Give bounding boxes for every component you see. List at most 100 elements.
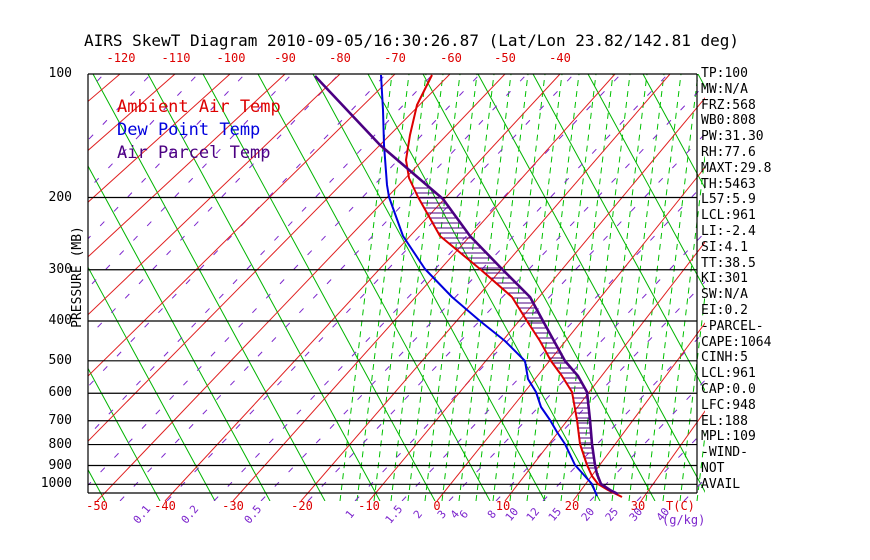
isotherm-line [88, 74, 286, 258]
mixing-ratio-line [833, 74, 870, 501]
annotation-row: MPL:109 [701, 429, 756, 445]
isotherm-line [777, 74, 870, 501]
mixing-ratio-line [475, 74, 529, 501]
pressure-tick: 100 [48, 66, 72, 81]
top-temp-tick: -40 [549, 51, 571, 65]
pressure-axis-label: PRESSURE (MB) [70, 226, 85, 328]
isotherm-line [164, 74, 561, 501]
pressure-tick: 400 [48, 313, 72, 329]
mixing-ratio-line [850, 74, 870, 501]
mixing-ratio-line [645, 74, 699, 501]
pressure-gridlines [87, 73, 698, 494]
isotherm-line [436, 166, 705, 501]
moist-adiabat-line [260, 74, 669, 501]
bottom-temp-tick: -20 [291, 499, 313, 513]
mixing-ratio-line [628, 74, 682, 501]
moist-adiabat-line [495, 281, 705, 501]
annotation-row: EL:188 [701, 413, 748, 429]
top-temp-tick: -80 [329, 51, 351, 65]
bottom-temp-tick: -40 [154, 499, 176, 513]
dew-point-curve [380, 74, 598, 497]
dry-adiabat-line [367, 74, 601, 501]
moist-adiabat-line [825, 74, 870, 501]
ambient-temp-curve [405, 74, 623, 498]
pressure-tick: 700 [48, 412, 72, 428]
annotation-row: TT:38.5 [701, 255, 756, 271]
annotation-row: PW:31.30 [701, 129, 764, 145]
isotherm-line [0, 74, 10, 501]
isotherm-line [232, 74, 616, 501]
pressure-tick: 800 [48, 436, 72, 452]
dry-adiabat-line [753, 74, 870, 501]
annotation-row: -WIND- [701, 445, 748, 461]
annotation-row: TP:100 [701, 66, 748, 81]
bottom-temp-tick: 30 [630, 499, 646, 513]
mixing-ratio-line [458, 74, 512, 501]
top-temp-tick: -60 [440, 51, 462, 65]
isotherm-line [88, 74, 396, 377]
mixing-ratio-line [662, 151, 705, 501]
dry-adiabat-line [202, 74, 436, 501]
dry-adiabat-line [92, 74, 326, 501]
bottom-temp-tick: -10 [358, 499, 380, 513]
background-lattice [0, 74, 870, 501]
dry-adiabat-line [642, 74, 705, 190]
top-temp-tick: -50 [494, 51, 516, 65]
isotherm-line [88, 74, 341, 316]
mixing-ratio-line [424, 74, 478, 501]
bottom-temp-tick: -50 [86, 499, 108, 513]
mixing-ratio-line [373, 74, 427, 501]
annotation-row: LCL:961 [701, 366, 756, 382]
pressure-tick: 600 [48, 385, 72, 401]
top-temp-tick: -100 [216, 51, 246, 65]
annotation-row: -PARCEL- [701, 318, 764, 334]
isotherm-line [300, 74, 671, 501]
top-temp-tick: -90 [274, 51, 296, 65]
annotation-row: KI:301 [701, 271, 748, 287]
annotation-row: MW:N/A [701, 81, 748, 97]
mixing-ratio-line [407, 74, 461, 501]
temp-unit-label: T(C) [666, 499, 695, 513]
mixing-ratio-line [577, 74, 631, 501]
annotation-row: CAP:0.0 [701, 382, 756, 397]
annotation-row: WB0:808 [701, 113, 756, 129]
mixing-ratio-line [339, 74, 393, 501]
annotation-row: SW:N/A [701, 287, 748, 303]
annotation-row: LCL:961 [701, 208, 756, 224]
annotation-row: CINH:5 [701, 350, 748, 366]
isotherm-line [88, 74, 176, 152]
pressure-tick: 200 [48, 189, 72, 205]
mixing-ratio-line [679, 291, 705, 501]
mixing-ratio-line [782, 74, 834, 501]
annotation-row: NOT [701, 461, 725, 476]
mixing-ratio-line [765, 74, 817, 501]
annotation-row: RH:77.6 [701, 145, 756, 160]
isotherm-line [572, 322, 705, 501]
isotherm-line [368, 97, 705, 501]
annotation-row: AVAIL [701, 476, 741, 492]
cape-hatch-area [413, 187, 596, 469]
dry-adiabat-line [312, 74, 546, 501]
mixing-ratio-unit-label: (g/kg) [662, 513, 706, 527]
mixing-ratio-line [799, 74, 851, 501]
dry-adiabat-line [88, 367, 161, 501]
annotation-row: MAXT:29.8 [701, 160, 772, 176]
annotation-row: L57:5.9 [701, 192, 756, 208]
mixing-ratio-line [526, 74, 580, 501]
isotherm-line [640, 410, 705, 501]
isotherm-line [504, 241, 705, 501]
dry-adiabat-line [257, 74, 491, 501]
page-title: AIRS SkewT Diagram 2010-09-05/16:30:26.8… [84, 31, 740, 50]
dry-adiabat-line [808, 74, 870, 501]
dry-adiabat-line [88, 266, 216, 501]
mixing-ratio-line [611, 74, 665, 501]
bottom-temp-tick: 10 [495, 499, 511, 513]
dry-adiabat-line [422, 74, 656, 501]
isotherm-line [845, 74, 870, 501]
pressure-tick: 900 [48, 457, 72, 473]
dry-adiabat-line [863, 74, 870, 501]
mixing-ratio-line [390, 74, 444, 501]
annotation-row: CAPE:1064 [701, 334, 772, 350]
bottom-temp-tick: 0 [433, 499, 441, 513]
